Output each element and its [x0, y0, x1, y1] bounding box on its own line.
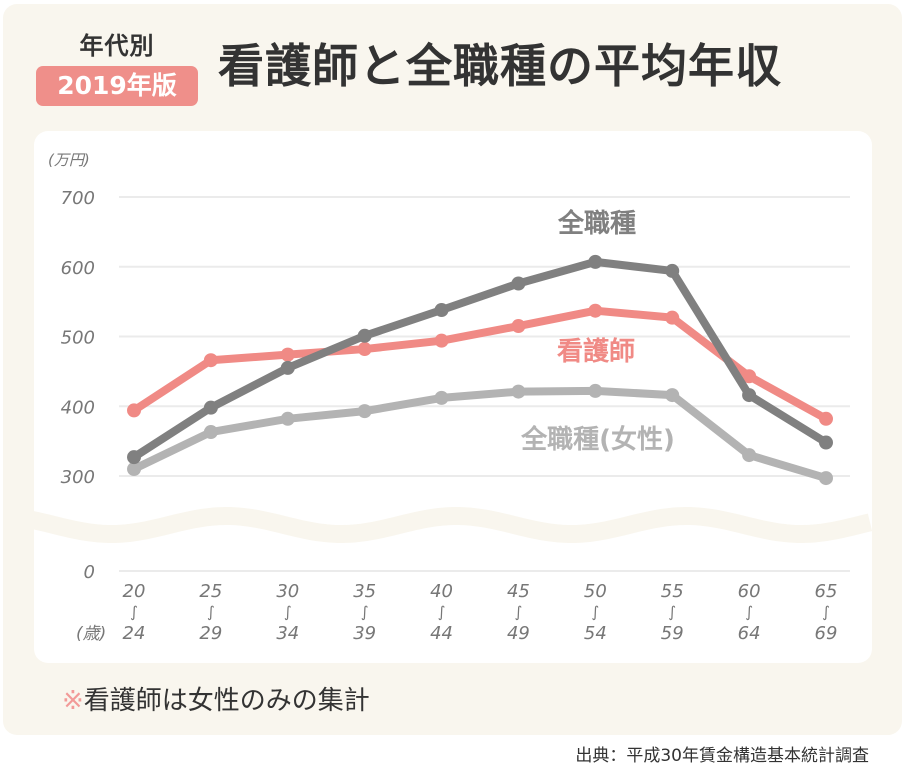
data-point-nurse	[434, 333, 449, 348]
data-point-all	[280, 360, 295, 375]
x-tick-label-to: 34	[276, 623, 299, 644]
data-point-all	[819, 435, 833, 450]
data-point-female	[203, 425, 218, 440]
x-tick-label-to: 44	[430, 623, 453, 644]
data-point-female	[280, 411, 295, 426]
x-tick-label-from: 50	[584, 581, 607, 602]
x-tick-label-to: 49	[507, 623, 530, 644]
x-tick-label-from: 20	[123, 581, 146, 602]
x-tick-label-from: 30	[276, 581, 299, 602]
x-tick-label-to: 39	[353, 623, 376, 644]
x-tick-label-from: 60	[738, 581, 761, 602]
x-tick-range-mark: ∫	[130, 603, 138, 621]
data-point-all	[742, 388, 757, 403]
data-point-nurse	[665, 310, 680, 325]
data-point-female	[357, 404, 372, 419]
x-tick-label-from: 35	[353, 581, 376, 602]
series-label-nurse: 看護師	[557, 336, 635, 367]
data-point-all	[511, 276, 526, 291]
data-point-all	[588, 254, 603, 269]
axis-break-wave	[34, 507, 872, 543]
data-point-female	[819, 471, 833, 486]
series-label-all: 全職種	[557, 208, 636, 239]
x-tick-label-to: 29	[199, 623, 222, 644]
y-tick-label-300: 300	[61, 467, 95, 488]
x-tick-range-mark: ∫	[745, 603, 753, 621]
reference-mark: ※	[62, 686, 84, 716]
x-tick-range-mark: ∫	[438, 603, 446, 621]
data-point-nurse	[357, 342, 372, 357]
edition-badge: 2019年版	[36, 66, 198, 106]
data-point-all	[665, 263, 680, 278]
x-tick-range-mark: ∫	[361, 603, 369, 621]
x-tick-label-from: 65	[815, 581, 838, 602]
data-point-nurse	[742, 369, 757, 384]
chart-title: 看護師と全職種の平均年収	[218, 39, 782, 93]
category-label: 年代別	[79, 32, 155, 60]
data-point-all	[127, 450, 141, 465]
data-point-all	[203, 400, 218, 415]
data-point-all	[357, 328, 372, 343]
x-tick-label-from: 45	[507, 581, 530, 602]
x-tick-label-from: 25	[199, 581, 222, 602]
y-tick-label-600: 600	[61, 258, 95, 279]
series-line-female	[130, 386, 830, 483]
footnote: ※看護師は女性のみの集計	[62, 680, 370, 717]
chart-card: (万円) 0 300 400 500 600 700 20 ∫ 24 25 ∫ 29 30 ∫ 34 35 ∫ 39…	[34, 131, 872, 663]
data-point-female	[742, 448, 757, 463]
data-point-female	[665, 388, 680, 403]
x-tick-label-from: 55	[661, 581, 684, 602]
data-point-female	[511, 384, 526, 399]
y-tick-label-0: 0	[84, 562, 95, 583]
x-tick-label-to: 54	[584, 623, 607, 644]
x-tick-label-from: 40	[430, 581, 453, 602]
data-point-nurse	[127, 403, 141, 418]
x-tick-label-to: 59	[661, 623, 684, 644]
x-tick-range-mark: ∫	[822, 603, 830, 621]
x-axis-unit-label: (歳)	[76, 624, 106, 644]
x-tick-range-mark: ∫	[207, 603, 215, 621]
data-point-nurse	[203, 353, 218, 368]
series-line-all	[130, 257, 830, 462]
series-line-nurse	[130, 306, 830, 423]
x-tick-label-to: 64	[738, 623, 761, 644]
y-axis-unit-label: (万円)	[48, 151, 90, 169]
data-point-female	[588, 383, 603, 398]
x-tick-label-to: 69	[815, 623, 838, 644]
x-tick-range-mark: ∫	[668, 603, 676, 621]
data-point-nurse	[280, 347, 295, 362]
x-tick-range-mark: ∫	[515, 603, 523, 621]
data-point-nurse	[588, 303, 603, 318]
y-tick-label-500: 500	[61, 328, 95, 349]
data-point-female	[434, 390, 449, 405]
line-chart: (万円)030040050060070020∫2425∫2930∫3435∫39…	[34, 151, 872, 644]
data-point-nurse	[819, 411, 833, 426]
data-point-nurse	[511, 319, 526, 334]
data-point-female	[127, 462, 141, 477]
data-point-all	[434, 302, 449, 317]
y-tick-label-700: 700	[61, 188, 95, 209]
series-label-female: 全職種(女性)	[520, 424, 675, 455]
x-tick-range-mark: ∫	[591, 603, 599, 621]
x-tick-label-to: 24	[123, 623, 146, 644]
y-tick-label-400: 400	[61, 397, 95, 418]
x-tick-range-mark: ∫	[284, 603, 292, 621]
source-citation: 出典：平成30年賃金構造基本統計調査	[575, 746, 869, 766]
footnote-text: 看護師は女性のみの集計	[83, 686, 370, 716]
